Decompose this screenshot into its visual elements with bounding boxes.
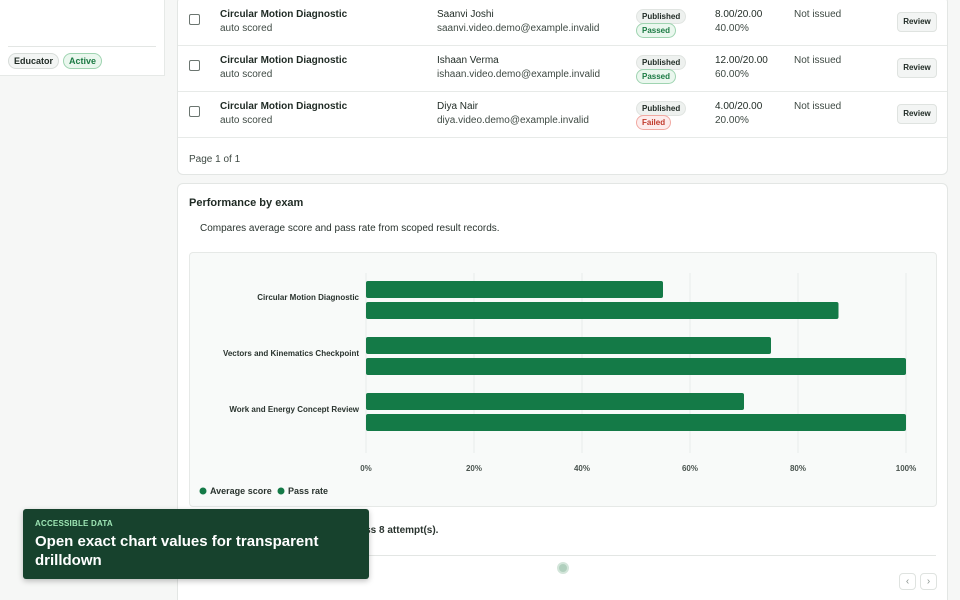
row-checkbox[interactable] [189, 106, 200, 117]
outcome-badge: Passed [636, 69, 677, 84]
student-email: diya.video.demo@example.invalid [437, 115, 589, 126]
table-row: Circular Motion Diagnostic auto scored S… [178, 1, 947, 46]
callout-eyebrow: ACCESSIBLE DATA [35, 519, 113, 528]
average-score-bar[interactable] [366, 281, 663, 298]
section-description: Compares average score and pass rate fro… [200, 223, 500, 234]
category-label: Vectors and Kinematics Checkpoint [223, 349, 359, 358]
callout-text: Open exact chart values for transparent … [35, 533, 319, 569]
table-row: Circular Motion Diagnostic auto scored I… [178, 47, 947, 92]
role-badges: Educator Active [8, 53, 103, 69]
section-divider [189, 555, 936, 556]
sidebar: Educator Active [0, 0, 165, 600]
category-label: Circular Motion Diagnostic [257, 293, 359, 302]
cursor-indicator [557, 562, 569, 574]
chart-svg: 0% 20% 40% 60% 80% 100% Circular Motion Diagno… [199, 273, 916, 496]
score-value: 8.00/20.00 [715, 9, 763, 20]
role-badge: Educator [8, 53, 60, 69]
score-percent: 20.00% [715, 115, 749, 126]
score-percent: 60.00% [715, 69, 749, 80]
student-name: Saanvi Joshi [437, 9, 494, 20]
student-email: saanvi.video.demo@example.invalid [437, 23, 600, 34]
x-tick-label: 0% [360, 464, 372, 473]
performance-chart: 0% 20% 40% 60% 80% 100% Circular Motion Diagno… [189, 252, 937, 507]
student-name: Diya Nair [437, 101, 479, 112]
results-table: Circular Motion Diagnostic auto scored S… [177, 0, 948, 175]
pass-rate-bar[interactable] [366, 358, 906, 375]
review-button[interactable]: Review [897, 12, 937, 32]
certificate-status: Not issued [794, 9, 842, 20]
row-checkbox[interactable] [189, 14, 200, 25]
certificate-status: Not issued [794, 55, 842, 66]
review-button[interactable]: Review [897, 58, 937, 78]
previous-button[interactable]: ‹ [899, 573, 916, 590]
chart-pagination: ‹ › [899, 573, 937, 590]
outcome-badge: Passed [636, 23, 677, 38]
x-tick-label: 40% [574, 464, 590, 473]
student-email: ishaan.video.demo@example.invalid [437, 69, 601, 80]
pagination-info: Page 1 of 1 [189, 154, 241, 165]
legend-swatch [277, 487, 285, 495]
student-name: Ishaan Verma [437, 55, 499, 66]
table-row: Circular Motion Diagnostic auto scored D… [178, 93, 947, 138]
sidebar-divider [8, 46, 156, 47]
x-tick-label: 80% [790, 464, 806, 473]
legend-label: Pass rate [288, 486, 328, 496]
pass-rate-bar[interactable] [366, 302, 839, 319]
certificate-status: Not issued [794, 101, 842, 112]
score-value: 12.00/20.00 [715, 55, 768, 66]
legend-swatch [199, 487, 207, 495]
exam-title: Circular Motion Diagnostic [220, 55, 348, 66]
section-title: Performance by exam [189, 197, 304, 209]
next-button[interactable]: › [920, 573, 937, 590]
outcome-badge: Failed [636, 115, 672, 130]
published-badge: Published [636, 9, 687, 24]
published-badge: Published [636, 101, 687, 116]
status-badge: Active [63, 53, 103, 69]
score-value: 4.00/20.00 [715, 101, 763, 112]
score-percent: 40.00% [715, 23, 749, 34]
scoring-mode: auto scored [220, 23, 273, 34]
scoring-mode: auto scored [220, 69, 273, 80]
published-badge: Published [636, 55, 687, 70]
average-score-bar[interactable] [366, 393, 744, 410]
row-checkbox[interactable] [189, 60, 200, 71]
user-card: Educator Active [0, 0, 165, 76]
scoring-mode: auto scored [220, 115, 273, 126]
exam-title: Circular Motion Diagnostic [220, 9, 348, 20]
walkthrough-callout: ACCESSIBLE DATA Open exact chart values … [23, 509, 369, 579]
legend-label: Average score [210, 486, 272, 496]
pass-rate-bar[interactable] [366, 414, 906, 431]
exam-title: Circular Motion Diagnostic [220, 101, 348, 112]
average-score-bar[interactable] [366, 337, 771, 354]
review-button[interactable]: Review [897, 104, 937, 124]
x-tick-label: 100% [896, 464, 916, 473]
category-label: Work and Energy Concept Review [229, 405, 359, 414]
x-tick-label: 60% [682, 464, 698, 473]
x-tick-label: 20% [466, 464, 482, 473]
